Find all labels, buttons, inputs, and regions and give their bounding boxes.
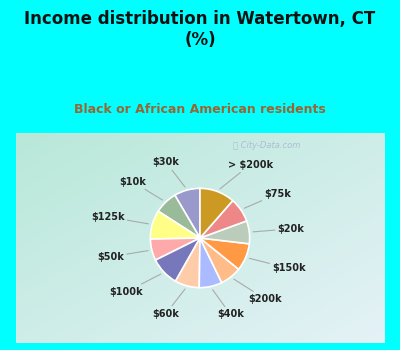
Wedge shape (176, 238, 200, 288)
Text: Black or African American residents: Black or African American residents (74, 103, 326, 116)
Text: $10k: $10k (119, 177, 162, 200)
Wedge shape (156, 238, 200, 281)
Wedge shape (150, 211, 200, 239)
Wedge shape (199, 238, 222, 288)
Wedge shape (158, 195, 200, 238)
Text: $125k: $125k (91, 212, 148, 224)
Wedge shape (200, 201, 246, 238)
Text: Income distribution in Watertown, CT
(%): Income distribution in Watertown, CT (%) (24, 10, 376, 49)
Text: $40k: $40k (213, 290, 244, 320)
Text: $75k: $75k (244, 189, 291, 208)
Wedge shape (200, 188, 233, 238)
Text: ⓘ City-Data.com: ⓘ City-Data.com (234, 141, 301, 150)
Text: $60k: $60k (152, 289, 185, 318)
Text: > $200k: > $200k (220, 160, 273, 189)
Wedge shape (200, 221, 250, 244)
Text: $50k: $50k (97, 251, 148, 262)
Text: $100k: $100k (110, 274, 161, 297)
Wedge shape (150, 238, 200, 260)
Text: $30k: $30k (152, 158, 185, 187)
Wedge shape (200, 238, 238, 282)
Wedge shape (175, 188, 200, 238)
Wedge shape (200, 238, 249, 269)
Text: $150k: $150k (249, 258, 306, 273)
Text: $200k: $200k (234, 279, 282, 304)
Text: $20k: $20k (253, 224, 305, 234)
